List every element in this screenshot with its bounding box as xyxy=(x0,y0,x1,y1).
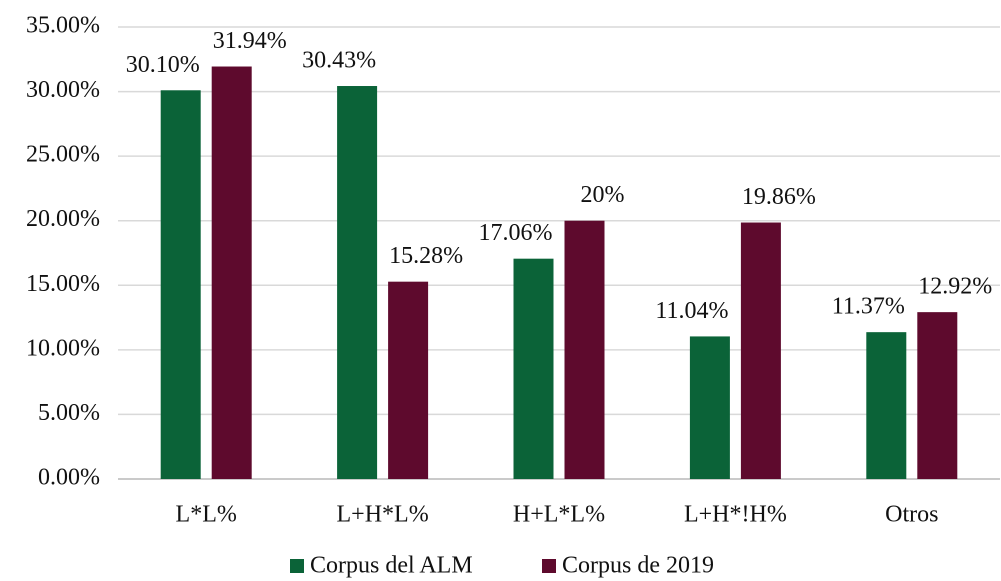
legend-swatch xyxy=(290,559,304,573)
y-tick-label: 25.00% xyxy=(26,142,100,168)
value-label: 17.06% xyxy=(479,220,553,246)
legend-swatch xyxy=(542,559,556,573)
y-tick-label: 20.00% xyxy=(26,206,100,232)
bar xyxy=(564,220,605,479)
x-tick-label: L*L% xyxy=(176,502,237,528)
x-tick-label: Otros xyxy=(885,502,938,528)
y-tick-label: 35.00% xyxy=(26,13,100,39)
value-label: 31.94% xyxy=(213,28,287,54)
bar xyxy=(740,222,781,480)
x-tick-label: L+H*!H% xyxy=(684,502,787,528)
value-label: 11.37% xyxy=(832,294,905,320)
y-tick-label: 0.00% xyxy=(38,465,100,491)
y-tick-label: 15.00% xyxy=(26,271,100,297)
value-label: 12.92% xyxy=(918,274,992,300)
bar xyxy=(160,90,201,479)
value-label: 30.10% xyxy=(126,52,200,78)
bar xyxy=(513,258,554,479)
value-label: 15.28% xyxy=(389,243,463,269)
bar xyxy=(917,312,958,479)
y-tick-label: 5.00% xyxy=(38,400,100,426)
x-tick-label: H+L*L% xyxy=(513,502,605,528)
bar xyxy=(689,336,730,479)
bar xyxy=(211,66,252,480)
legend-label: Corpus del ALM xyxy=(310,553,473,579)
value-label: 19.86% xyxy=(742,184,816,210)
y-tick-label: 30.00% xyxy=(26,77,100,103)
bar xyxy=(388,281,429,479)
bar xyxy=(337,86,378,480)
x-tick-label: L+H*L% xyxy=(337,502,429,528)
value-label: 30.43% xyxy=(302,48,376,74)
bar xyxy=(866,332,907,479)
value-label: 20% xyxy=(581,182,625,208)
y-tick-label: 10.00% xyxy=(26,335,100,361)
legend-label: Corpus de 2019 xyxy=(562,553,714,579)
value-label: 11.04% xyxy=(655,298,728,324)
